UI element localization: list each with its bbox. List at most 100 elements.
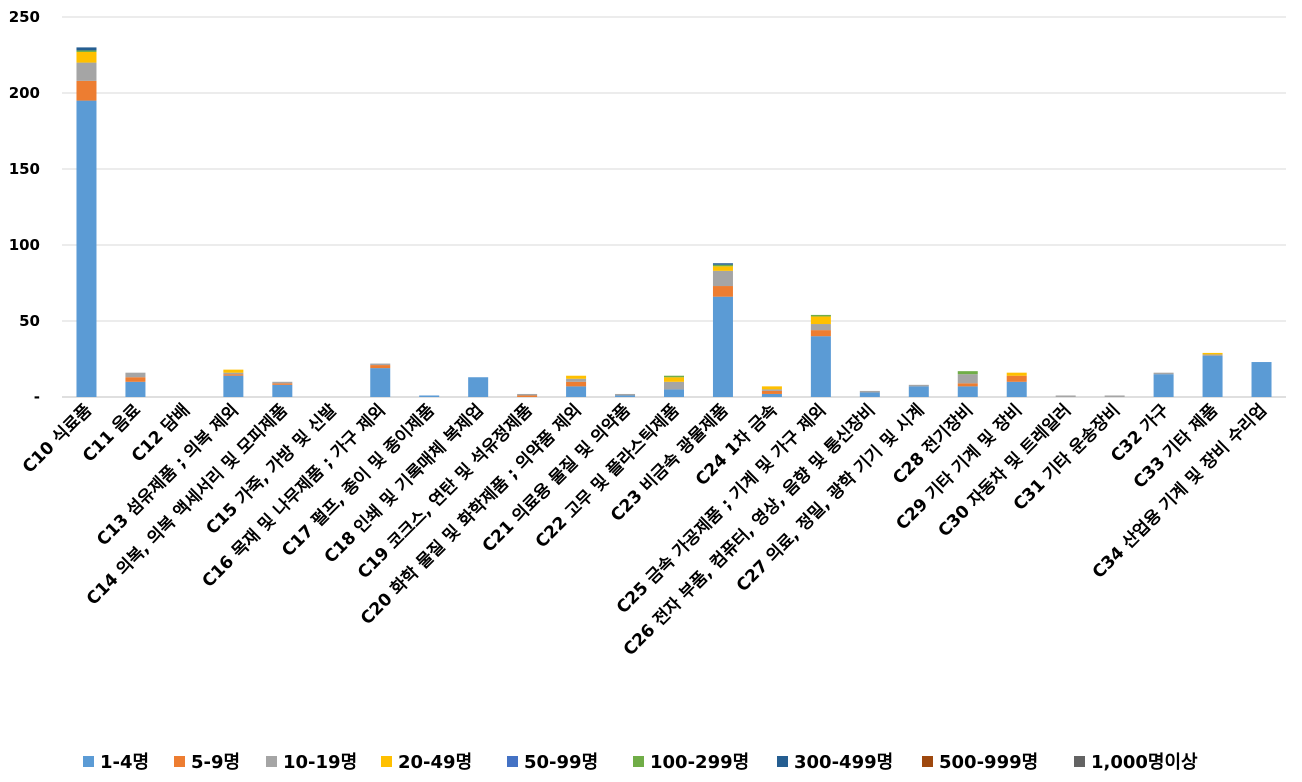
bar-segment [712,266,733,271]
bar-segment [712,270,733,287]
y-axis: - 50 100 150 200 250 [9,8,40,406]
bar-segment [761,393,782,397]
bar-segment [566,386,587,397]
bar-segment [712,286,733,297]
bar-segment [810,336,831,397]
bar-segment [1202,352,1223,355]
bar-segment [1153,374,1174,397]
bar-segment [810,330,831,337]
bar-segment [664,375,684,378]
y-tick-label: 250 [9,8,40,26]
bar-segment [125,381,146,397]
bar-segment [1251,362,1272,397]
bar-segment [908,384,929,387]
legend-swatch [922,756,933,767]
bar-segment [1006,372,1027,376]
bar-segment [517,395,538,397]
bar-segment [566,375,587,379]
legend-label: 20-49명 [398,752,472,773]
bar-segment [76,50,97,52]
y-tick-label: 200 [9,84,40,102]
legend-label: 50-99명 [524,752,598,773]
bar-segment [664,377,684,382]
bar-segment [859,390,880,393]
bar-segment [1006,381,1027,397]
bar-segment [810,314,831,317]
bar-segment [223,374,244,376]
bar-segment [810,316,831,325]
bar-segment [761,390,782,394]
y-tick-label: 100 [9,236,40,254]
bar-segment [859,392,880,397]
bar-segment [566,381,587,387]
bars [76,47,1272,397]
legend-swatch [633,756,644,767]
bar-segment [1153,372,1174,375]
legend-label: 5-9명 [191,752,240,773]
bar-segment [370,368,391,397]
bar-segment [615,393,636,396]
bar-segment [810,324,831,331]
bar-segment [957,383,978,387]
legend-label: 500-999명 [939,752,1038,773]
bar-segment [76,62,97,81]
legend-swatch [83,756,94,767]
bar-segment [957,371,978,375]
bar-segment [1055,395,1076,397]
legend-label: 1,000명이상 [1091,752,1198,773]
bar-segment [1006,375,1027,382]
bar-segment [1202,354,1223,356]
bar-segment [957,374,978,384]
legend-swatch [777,756,788,767]
bar-segment [125,372,146,378]
bar-segment [908,386,929,397]
bar-segment [272,384,293,397]
y-tick-label: 150 [9,160,40,178]
bar-segment [615,395,636,397]
bar-segment [419,395,440,397]
bar-segment [664,389,684,397]
gridlines [62,16,1286,398]
legend-swatch [174,756,185,767]
bar-segment [712,264,733,267]
bar-segment [272,381,293,384]
y-tick-label: - [34,388,40,406]
x-tick-label: C10 식료품 [19,400,96,477]
bar-segment [468,377,489,397]
bar-segment [125,377,146,382]
bar-segment [957,386,978,397]
legend-label: 300-499명 [794,752,893,773]
bar-segment [517,393,538,396]
legend-swatch [507,756,518,767]
bar-segment [76,47,97,51]
bar-segment [712,296,733,397]
bar-segment [370,363,391,366]
bar-segment [761,389,782,391]
legend-swatch [266,756,277,767]
bar-segment [664,381,684,390]
bar-segment [76,100,97,397]
legend-label: 10-19명 [283,752,357,773]
legend-swatch [1074,756,1085,767]
bar-segment [76,80,97,101]
legend-swatch [381,756,392,767]
legend-label: 100-299명 [650,752,749,773]
bar-segment [223,372,244,375]
bar-segment [370,365,391,369]
bar-segment [223,375,244,397]
legend: 1-4명 5-9명 10-19명 20-49명 50-99명 100-299명 300-49… [83,752,1198,773]
bar-segment [566,378,587,382]
bar-segment [223,369,244,373]
bar-segment [272,383,293,385]
bar-segment [1202,355,1223,397]
bar-segment [712,263,733,265]
bar-segment [76,51,97,63]
bar-segment [761,386,782,390]
x-tick-label: C33 기타 제품 [1130,400,1223,493]
y-tick-label: 50 [19,312,40,330]
bar-segment [1104,395,1125,397]
legend-label: 1-4명 [100,752,149,773]
